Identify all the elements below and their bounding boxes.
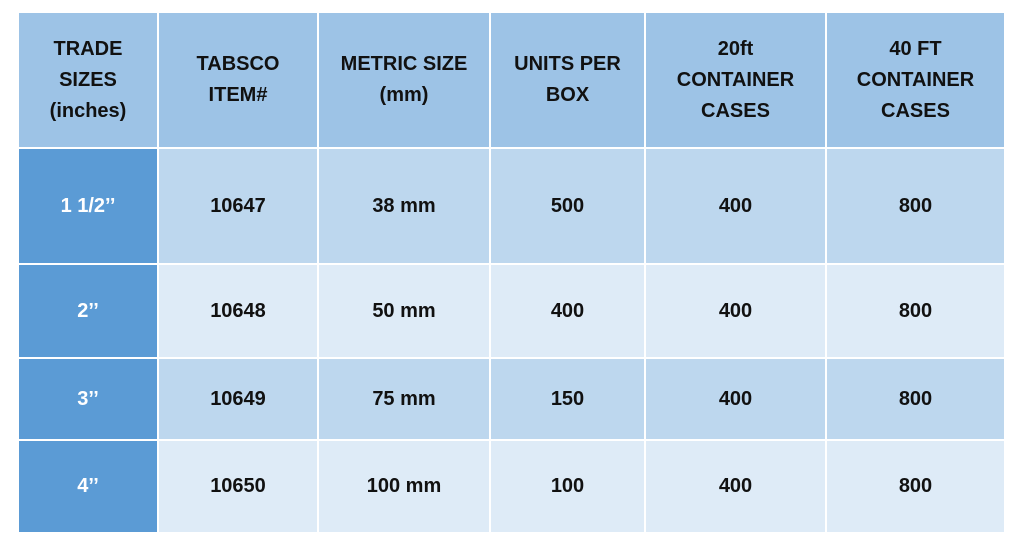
header-text: (inches) xyxy=(49,99,127,122)
cell-text: 3’’ xyxy=(77,387,99,410)
data-cell: 10648 xyxy=(158,264,318,358)
data-cell: 50 mm xyxy=(318,264,490,358)
cell-text: 75 mm xyxy=(372,387,436,410)
header-text: TRADE xyxy=(53,37,123,60)
cell-text: 50 mm xyxy=(372,299,436,322)
data-cell: 400 xyxy=(645,440,826,533)
data-cell: 10650 xyxy=(158,440,318,533)
data-cell: 400 xyxy=(645,358,826,440)
cell-text: 38 mm xyxy=(372,194,436,217)
cell-text: 10649 xyxy=(210,387,266,410)
data-cell: 38 mm xyxy=(318,148,490,264)
header-text: CONTAINER xyxy=(856,68,975,91)
header-text: CASES xyxy=(881,99,950,122)
cell-text: 10648 xyxy=(210,299,266,322)
cell-text: 800 xyxy=(898,299,933,322)
header-text: SIZES xyxy=(59,68,117,91)
row-header-cell: 1 1/2’’ xyxy=(18,148,158,264)
data-cell: 500 xyxy=(490,148,645,264)
header-text: TABSCO xyxy=(196,53,280,75)
header-text: CONTAINER xyxy=(676,68,795,91)
cell-text: 100 xyxy=(550,475,585,497)
cell-text: 1 1/2’’ xyxy=(60,194,116,217)
data-cell: 10649 xyxy=(158,358,318,440)
cell-text: 400 xyxy=(718,387,753,410)
data-cell: 100 mm xyxy=(318,440,490,533)
cell-text: 800 xyxy=(898,194,933,217)
header-text: 20ft xyxy=(717,37,754,60)
cell-text: 100 mm xyxy=(366,475,442,497)
cell-text: 150 xyxy=(550,387,585,410)
cell-text: 400 xyxy=(550,299,585,322)
row-header-cell: 4’’ xyxy=(18,440,158,533)
header-cell: UNITS PER BOX xyxy=(490,12,645,148)
data-cell: 400 xyxy=(490,264,645,358)
data-cell: 100 xyxy=(490,440,645,533)
data-cell: 800 xyxy=(826,358,1005,440)
header-cell: 40 FT CONTAINER CASES xyxy=(826,12,1005,148)
cell-text: 2’’ xyxy=(77,299,99,322)
cell-text: 800 xyxy=(898,475,933,497)
row-header-cell: 3’’ xyxy=(18,358,158,440)
cell-text: 500 xyxy=(550,194,585,217)
data-cell: 800 xyxy=(826,148,1005,264)
data-cell: 10647 xyxy=(158,148,318,264)
data-cell: 400 xyxy=(645,264,826,358)
data-cell: 75 mm xyxy=(318,358,490,440)
header-text: 40 FT xyxy=(889,37,942,60)
cell-text: 800 xyxy=(898,387,933,410)
row-header-cell: 2’’ xyxy=(18,264,158,358)
data-cell: 800 xyxy=(826,264,1005,358)
header-text: ITEM# xyxy=(208,84,268,106)
data-cell: 400 xyxy=(645,148,826,264)
cell-text: 400 xyxy=(718,299,753,322)
header-cell: METRIC SIZE (mm) xyxy=(318,12,490,148)
data-cell: 800 xyxy=(826,440,1005,533)
cell-text: 10647 xyxy=(210,194,266,217)
header-text: METRIC SIZE xyxy=(340,53,468,75)
cell-text: 4’’ xyxy=(77,475,99,497)
header-text: CASES xyxy=(701,99,770,122)
cell-text: 400 xyxy=(718,475,753,497)
header-cell: TRADE SIZES (inches) xyxy=(18,12,158,148)
data-cell: 150 xyxy=(490,358,645,440)
header-text: (mm) xyxy=(379,84,429,106)
header-cell: TABSCO ITEM# xyxy=(158,12,318,148)
header-cell: 20ft CONTAINER CASES xyxy=(645,12,826,148)
cell-text: 400 xyxy=(718,194,753,217)
header-text: BOX xyxy=(545,84,590,106)
cell-text: 10650 xyxy=(210,475,266,497)
header-text: UNITS PER xyxy=(514,53,621,75)
